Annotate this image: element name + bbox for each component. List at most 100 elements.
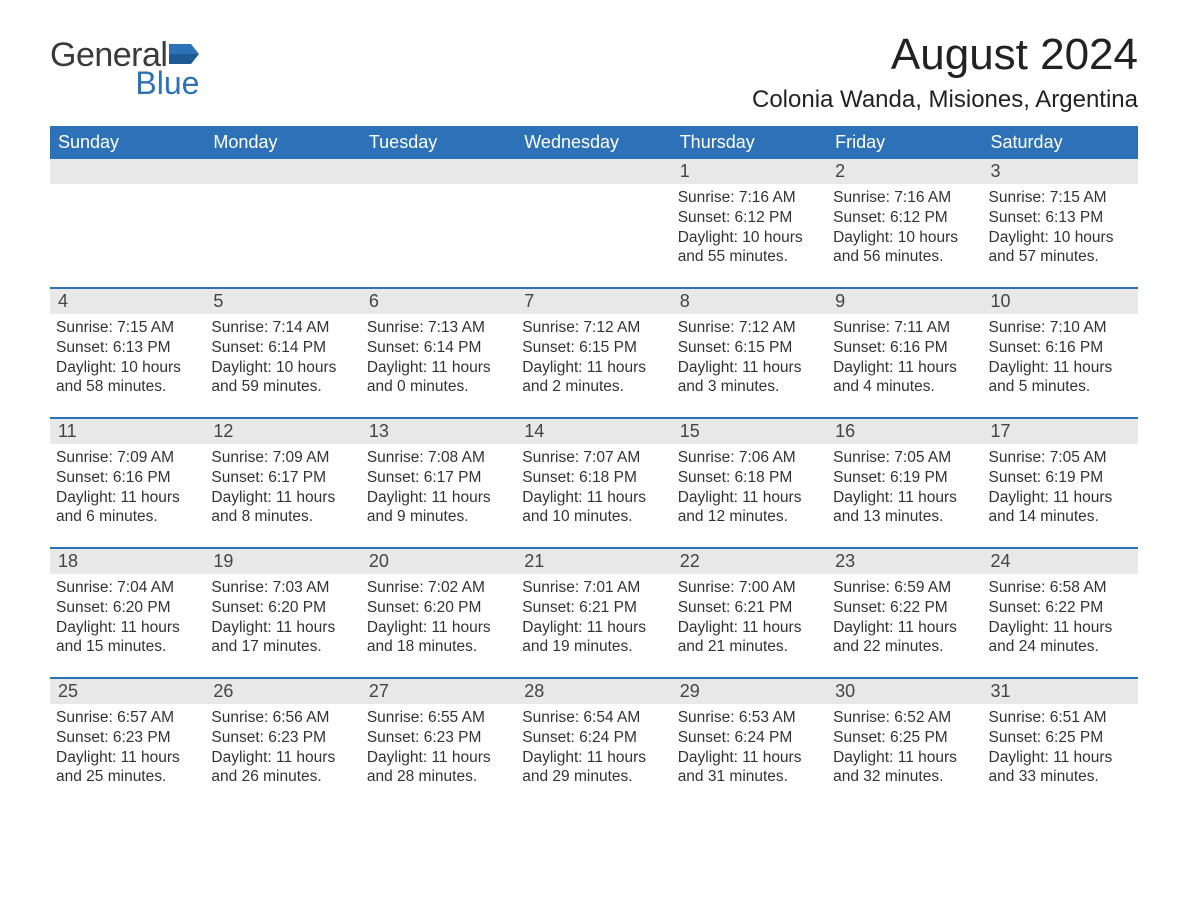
sunrise-text: Sunrise: 7:04 AM xyxy=(56,578,199,598)
sunset-text: Sunset: 6:12 PM xyxy=(678,208,821,228)
day-number: 27 xyxy=(361,679,516,704)
daylight-line1: Daylight: 11 hours xyxy=(678,748,821,768)
day-of-week-header: Sunday Monday Tuesday Wednesday Thursday… xyxy=(50,126,1138,159)
sunrise-text: Sunrise: 6:54 AM xyxy=(522,708,665,728)
day-cell: 11Sunrise: 7:09 AMSunset: 6:16 PMDayligh… xyxy=(50,419,205,547)
sunrise-text: Sunrise: 7:10 AM xyxy=(989,318,1132,338)
sunset-text: Sunset: 6:23 PM xyxy=(367,728,510,748)
day-cell: 1Sunrise: 7:16 AMSunset: 6:12 PMDaylight… xyxy=(672,159,827,287)
daylight-line2: and 22 minutes. xyxy=(833,637,976,657)
day-cell: 14Sunrise: 7:07 AMSunset: 6:18 PMDayligh… xyxy=(516,419,671,547)
day-body xyxy=(205,184,360,194)
day-body: Sunrise: 7:16 AMSunset: 6:12 PMDaylight:… xyxy=(827,184,982,273)
day-cell: 20Sunrise: 7:02 AMSunset: 6:20 PMDayligh… xyxy=(361,549,516,677)
daylight-line2: and 14 minutes. xyxy=(989,507,1132,527)
daylight-line2: and 32 minutes. xyxy=(833,767,976,787)
day-number: 22 xyxy=(672,549,827,574)
sunset-text: Sunset: 6:23 PM xyxy=(211,728,354,748)
daylight-line1: Daylight: 11 hours xyxy=(367,358,510,378)
day-number: 7 xyxy=(516,289,671,314)
sunset-text: Sunset: 6:14 PM xyxy=(367,338,510,358)
daylight-line2: and 55 minutes. xyxy=(678,247,821,267)
day-cell: 10Sunrise: 7:10 AMSunset: 6:16 PMDayligh… xyxy=(983,289,1138,417)
daylight-line1: Daylight: 11 hours xyxy=(56,488,199,508)
daylight-line1: Daylight: 11 hours xyxy=(522,618,665,638)
daylight-line1: Daylight: 11 hours xyxy=(211,618,354,638)
header: General Blue August 2024 Colonia Wanda, … xyxy=(50,30,1138,114)
dow-thursday: Thursday xyxy=(672,126,827,159)
sunrise-text: Sunrise: 7:03 AM xyxy=(211,578,354,598)
sunset-text: Sunset: 6:20 PM xyxy=(56,598,199,618)
day-cell xyxy=(205,159,360,287)
day-cell: 24Sunrise: 6:58 AMSunset: 6:22 PMDayligh… xyxy=(983,549,1138,677)
daylight-line2: and 15 minutes. xyxy=(56,637,199,657)
daylight-line2: and 57 minutes. xyxy=(989,247,1132,267)
day-cell: 12Sunrise: 7:09 AMSunset: 6:17 PMDayligh… xyxy=(205,419,360,547)
day-body: Sunrise: 7:15 AMSunset: 6:13 PMDaylight:… xyxy=(50,314,205,403)
day-number: 8 xyxy=(672,289,827,314)
daylight-line2: and 8 minutes. xyxy=(211,507,354,527)
day-number: 3 xyxy=(983,159,1138,184)
daylight-line2: and 26 minutes. xyxy=(211,767,354,787)
sunrise-text: Sunrise: 6:57 AM xyxy=(56,708,199,728)
day-number: 21 xyxy=(516,549,671,574)
sunset-text: Sunset: 6:15 PM xyxy=(678,338,821,358)
daylight-line1: Daylight: 10 hours xyxy=(833,228,976,248)
daylight-line2: and 56 minutes. xyxy=(833,247,976,267)
sunset-text: Sunset: 6:24 PM xyxy=(522,728,665,748)
day-cell: 18Sunrise: 7:04 AMSunset: 6:20 PMDayligh… xyxy=(50,549,205,677)
daylight-line1: Daylight: 10 hours xyxy=(211,358,354,378)
daylight-line2: and 19 minutes. xyxy=(522,637,665,657)
day-number xyxy=(205,159,360,184)
day-number: 9 xyxy=(827,289,982,314)
daylight-line1: Daylight: 11 hours xyxy=(56,748,199,768)
sunrise-text: Sunrise: 7:06 AM xyxy=(678,448,821,468)
day-number: 28 xyxy=(516,679,671,704)
day-number: 10 xyxy=(983,289,1138,314)
day-body: Sunrise: 7:04 AMSunset: 6:20 PMDaylight:… xyxy=(50,574,205,663)
daylight-line1: Daylight: 10 hours xyxy=(56,358,199,378)
daylight-line2: and 5 minutes. xyxy=(989,377,1132,397)
day-body: Sunrise: 7:01 AMSunset: 6:21 PMDaylight:… xyxy=(516,574,671,663)
day-body: Sunrise: 7:10 AMSunset: 6:16 PMDaylight:… xyxy=(983,314,1138,403)
day-cell: 3Sunrise: 7:15 AMSunset: 6:13 PMDaylight… xyxy=(983,159,1138,287)
day-cell: 25Sunrise: 6:57 AMSunset: 6:23 PMDayligh… xyxy=(50,679,205,807)
daylight-line2: and 0 minutes. xyxy=(367,377,510,397)
sunset-text: Sunset: 6:14 PM xyxy=(211,338,354,358)
weeks-container: 1Sunrise: 7:16 AMSunset: 6:12 PMDaylight… xyxy=(50,159,1138,807)
day-body: Sunrise: 7:12 AMSunset: 6:15 PMDaylight:… xyxy=(516,314,671,403)
day-body: Sunrise: 7:06 AMSunset: 6:18 PMDaylight:… xyxy=(672,444,827,533)
day-cell: 7Sunrise: 7:12 AMSunset: 6:15 PMDaylight… xyxy=(516,289,671,417)
day-body: Sunrise: 7:14 AMSunset: 6:14 PMDaylight:… xyxy=(205,314,360,403)
calendar: Sunday Monday Tuesday Wednesday Thursday… xyxy=(50,126,1138,807)
week-row: 18Sunrise: 7:04 AMSunset: 6:20 PMDayligh… xyxy=(50,547,1138,677)
day-number: 5 xyxy=(205,289,360,314)
title-block: August 2024 Colonia Wanda, Misiones, Arg… xyxy=(752,30,1138,114)
week-row: 1Sunrise: 7:16 AMSunset: 6:12 PMDaylight… xyxy=(50,159,1138,287)
daylight-line1: Daylight: 11 hours xyxy=(833,488,976,508)
day-cell: 31Sunrise: 6:51 AMSunset: 6:25 PMDayligh… xyxy=(983,679,1138,807)
day-number: 18 xyxy=(50,549,205,574)
day-number: 16 xyxy=(827,419,982,444)
daylight-line2: and 33 minutes. xyxy=(989,767,1132,787)
daylight-line1: Daylight: 11 hours xyxy=(833,358,976,378)
day-body: Sunrise: 7:15 AMSunset: 6:13 PMDaylight:… xyxy=(983,184,1138,273)
day-number: 6 xyxy=(361,289,516,314)
day-cell: 26Sunrise: 6:56 AMSunset: 6:23 PMDayligh… xyxy=(205,679,360,807)
daylight-line2: and 12 minutes. xyxy=(678,507,821,527)
daylight-line1: Daylight: 11 hours xyxy=(989,748,1132,768)
day-body: Sunrise: 7:05 AMSunset: 6:19 PMDaylight:… xyxy=(827,444,982,533)
day-cell: 16Sunrise: 7:05 AMSunset: 6:19 PMDayligh… xyxy=(827,419,982,547)
sunrise-text: Sunrise: 6:55 AM xyxy=(367,708,510,728)
daylight-line1: Daylight: 10 hours xyxy=(678,228,821,248)
day-number: 23 xyxy=(827,549,982,574)
daylight-line1: Daylight: 11 hours xyxy=(678,618,821,638)
sunrise-text: Sunrise: 7:16 AM xyxy=(678,188,821,208)
day-body: Sunrise: 6:57 AMSunset: 6:23 PMDaylight:… xyxy=(50,704,205,793)
daylight-line2: and 58 minutes. xyxy=(56,377,199,397)
sunset-text: Sunset: 6:20 PM xyxy=(367,598,510,618)
day-cell: 15Sunrise: 7:06 AMSunset: 6:18 PMDayligh… xyxy=(672,419,827,547)
sunset-text: Sunset: 6:23 PM xyxy=(56,728,199,748)
sunrise-text: Sunrise: 7:07 AM xyxy=(522,448,665,468)
daylight-line2: and 10 minutes. xyxy=(522,507,665,527)
